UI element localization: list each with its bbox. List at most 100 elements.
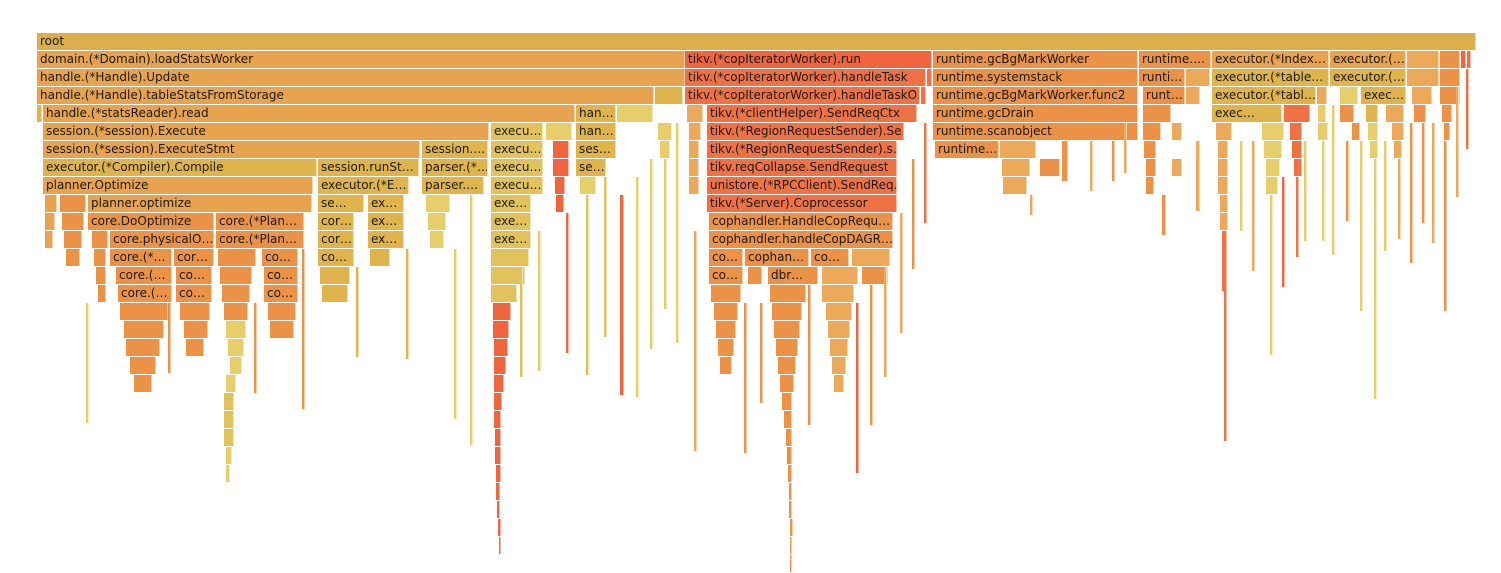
frame-small[interactable] — [1346, 141, 1349, 221]
frame-small[interactable] — [322, 285, 348, 302]
frame-small[interactable] — [553, 141, 569, 158]
frame-execu-6[interactable]: execu… — [491, 141, 543, 158]
frame-small[interactable] — [1270, 195, 1273, 355]
frame-small[interactable] — [770, 285, 806, 302]
frame-small[interactable] — [1144, 141, 1156, 158]
frame-small[interactable] — [1317, 87, 1327, 104]
frame-small[interactable] — [86, 303, 89, 423]
frame-small[interactable] — [491, 285, 517, 302]
frame-small[interactable] — [774, 321, 800, 338]
frame-small[interactable] — [499, 537, 501, 554]
frame-small[interactable] — [1296, 177, 1299, 257]
frame-small[interactable] — [1466, 69, 1469, 149]
frame-runtime-systemstack[interactable]: runtime.systemstack — [933, 69, 1138, 86]
frame-session-run-st[interactable]: session.runSt… — [318, 159, 419, 176]
frame-small[interactable] — [1322, 141, 1325, 241]
frame-small[interactable] — [1220, 195, 1228, 212]
frame-small[interactable] — [494, 393, 502, 410]
frame-small[interactable] — [1112, 141, 1115, 181]
frame-small[interactable] — [586, 195, 589, 375]
frame-runt[interactable]: runt… — [1143, 87, 1185, 104]
frame-parser-7[interactable]: parser.(*… — [422, 159, 488, 176]
frame-region-sender-s[interactable]: tikv.(*RegionRequestSender).s… — [707, 141, 897, 158]
frame-se-7[interactable]: se… — [576, 159, 606, 176]
frame-small[interactable] — [1218, 141, 1228, 158]
frame-small[interactable] — [1467, 51, 1471, 68]
frame-small[interactable] — [1360, 141, 1363, 311]
frame-small[interactable] — [497, 501, 500, 518]
frame-small[interactable] — [772, 303, 802, 320]
frame-small[interactable] — [1290, 123, 1302, 140]
frame-small[interactable] — [604, 177, 607, 337]
frame-executor-paren-2[interactable]: executor.(… — [1330, 69, 1406, 86]
frame-small[interactable] — [822, 285, 854, 302]
frame-runtime-gc-drain[interactable]: runtime.gcDrain — [933, 105, 1138, 122]
frame-small[interactable] — [94, 249, 106, 266]
frame-co-13c[interactable]: co… — [709, 267, 743, 284]
frame-small[interactable] — [45, 213, 55, 230]
frame-small[interactable] — [498, 519, 501, 536]
frame-small[interactable] — [60, 195, 86, 212]
frame-small[interactable] — [428, 213, 446, 230]
frame-small[interactable] — [1444, 141, 1447, 311]
frame-small[interactable] — [1146, 159, 1156, 176]
frame-small[interactable] — [826, 303, 852, 320]
frame-small[interactable] — [580, 177, 596, 194]
frame-load-stats-worker[interactable]: domain.(*Domain).loadStatsWorker — [37, 51, 685, 68]
frame-small[interactable] — [495, 447, 501, 464]
frame-co-14b[interactable]: co… — [264, 285, 298, 302]
frame-small[interactable] — [787, 447, 792, 464]
frame-small[interactable] — [660, 141, 670, 158]
frame-small[interactable] — [1398, 159, 1401, 239]
frame-small[interactable] — [224, 411, 234, 428]
frame-small[interactable] — [1414, 105, 1426, 122]
frame-tikv-server-coprocessor[interactable]: tikv.(*Server).Coprocessor — [707, 195, 897, 212]
frame-small[interactable] — [924, 123, 927, 223]
frame-core-plan-11[interactable]: core.(*Plan… — [216, 231, 304, 248]
frame-se-9[interactable]: se… — [318, 195, 364, 212]
frame-cor-10[interactable]: cor… — [318, 213, 354, 230]
frame-small[interactable] — [788, 465, 792, 482]
frame-small[interactable] — [254, 303, 257, 393]
frame-gc-bg-mark-worker[interactable]: runtime.gcBgMarkWorker — [933, 51, 1138, 68]
frame-small[interactable] — [1196, 141, 1200, 211]
frame-small[interactable] — [1222, 231, 1227, 291]
frame-small[interactable] — [426, 195, 450, 212]
frame-co-14a[interactable]: co… — [176, 285, 212, 302]
frame-small[interactable] — [1442, 105, 1452, 122]
frame-planner-optimize-lower[interactable]: planner.optimize — [88, 195, 312, 212]
frame-small[interactable] — [884, 267, 887, 377]
frame-small[interactable] — [1216, 123, 1232, 140]
frame-client-helper-send[interactable]: tikv.(*clientHelper).SendReqCtx — [707, 105, 917, 122]
frame-small[interactable] — [493, 303, 511, 320]
frame-small[interactable] — [1284, 105, 1310, 122]
frame-small[interactable] — [1440, 51, 1460, 68]
frame-small[interactable] — [784, 411, 792, 428]
frame-small[interactable] — [782, 393, 792, 410]
frame-small[interactable] — [921, 87, 926, 104]
frame-small[interactable] — [1172, 123, 1182, 140]
frame-small[interactable] — [689, 123, 701, 140]
frame-small[interactable] — [454, 249, 457, 419]
frame-small[interactable] — [1146, 177, 1154, 194]
frame-small[interactable] — [1000, 141, 1036, 158]
frame-small[interactable] — [1220, 213, 1228, 230]
frame-small[interactable] — [222, 285, 250, 302]
frame-co-12b[interactable]: co… — [318, 249, 354, 266]
frame-small[interactable] — [828, 321, 850, 338]
frame-exec-3[interactable]: exec… — [1361, 87, 1406, 104]
frame-small[interactable] — [496, 483, 500, 500]
frame-co-13a[interactable]: co… — [176, 267, 212, 284]
frame-cop-handle-task-once[interactable]: tikv.(*copIteratorWorker).handleTaskO… — [685, 87, 920, 104]
frame-runti[interactable]: runti… — [1139, 69, 1185, 86]
frame-small[interactable] — [1407, 51, 1439, 68]
frame-small[interactable] — [1392, 123, 1404, 140]
frame-executor-table[interactable]: executor.(*table… — [1212, 69, 1329, 86]
frame-small[interactable] — [1282, 177, 1285, 287]
frame-small[interactable] — [1218, 159, 1228, 176]
frame-small[interactable] — [356, 267, 359, 357]
frame-co-12a[interactable]: co… — [262, 249, 298, 266]
frame-gc-bg-mark-worker-func2[interactable]: runtime.gcBgMarkWorker.func2 — [933, 87, 1138, 104]
frame-exe-9[interactable]: exe… — [491, 195, 531, 212]
frame-ex-10[interactable]: ex… — [368, 213, 404, 230]
